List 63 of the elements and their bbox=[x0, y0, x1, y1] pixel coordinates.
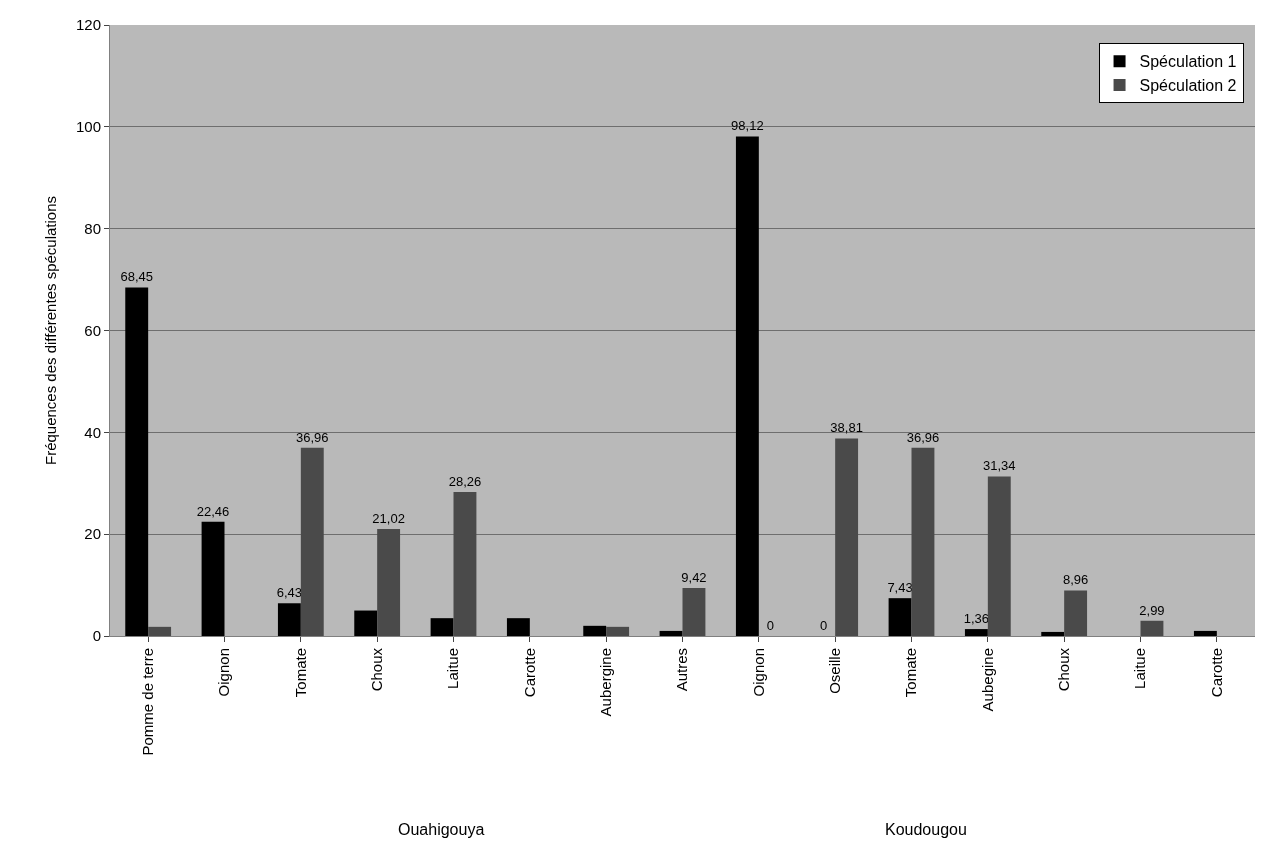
data-label: 7,43 bbox=[887, 580, 913, 596]
bar bbox=[987, 476, 1011, 636]
legend-label: Spéculation 2 bbox=[1139, 77, 1237, 95]
y-tick-label: 100 bbox=[75, 118, 101, 136]
bar bbox=[735, 136, 759, 636]
data-label: 22,46 bbox=[196, 503, 230, 519]
bar bbox=[125, 287, 149, 636]
x-tick-label: Carotte bbox=[520, 648, 538, 698]
text: Koudougou bbox=[885, 821, 967, 838]
bar bbox=[1140, 620, 1164, 636]
x-tick-label: Choux bbox=[1055, 647, 1073, 692]
data-label: 2,99 bbox=[1139, 602, 1165, 618]
bar bbox=[277, 603, 301, 636]
bar bbox=[354, 610, 378, 636]
y-axis-title: Fréquences des différentes spéculations bbox=[42, 195, 60, 466]
bar bbox=[888, 598, 912, 636]
y-tick-label: 120 bbox=[75, 16, 101, 34]
x-tick-label: Laitue bbox=[1131, 648, 1149, 689]
x-tick-label: Choux bbox=[368, 647, 386, 692]
x-tick-label: Carotte bbox=[1207, 648, 1225, 698]
y-tick-label: 0 bbox=[92, 627, 101, 645]
data-label: 0 bbox=[766, 618, 774, 633]
x-tick-label: Oignon bbox=[749, 648, 767, 697]
bar bbox=[1041, 631, 1065, 636]
data-label: 0 bbox=[820, 618, 828, 633]
data-label: 36,96 bbox=[296, 429, 329, 445]
x-tick-label: Autres bbox=[673, 648, 691, 692]
bar bbox=[300, 447, 324, 636]
bar bbox=[430, 618, 454, 636]
y-tick-label: 60 bbox=[84, 321, 101, 339]
x-tick-label: Pomme de terre bbox=[139, 648, 157, 756]
data-label: 38,81 bbox=[830, 420, 863, 436]
y-tick-label: 20 bbox=[84, 525, 101, 543]
bar bbox=[682, 588, 706, 636]
bar bbox=[911, 447, 935, 636]
data-label: 1,36 bbox=[963, 611, 990, 627]
bar bbox=[1193, 630, 1217, 636]
x-tick-label: Oseille bbox=[826, 648, 844, 694]
y-tick-label: 80 bbox=[84, 219, 101, 237]
bar bbox=[201, 521, 225, 636]
data-label: 31,34 bbox=[983, 458, 1016, 474]
x-tick-label: Tomate bbox=[902, 648, 920, 698]
x-tick-label: Tomate bbox=[291, 648, 309, 698]
data-label: 6,43 bbox=[276, 585, 303, 601]
bar bbox=[583, 625, 607, 636]
x-tick-label: Laitue bbox=[444, 648, 462, 689]
legend-label: Spéculation 1 bbox=[1139, 53, 1237, 71]
data-label: 9,42 bbox=[681, 570, 707, 586]
x-tick-label: Aubergine bbox=[597, 648, 615, 717]
data-label: 36,96 bbox=[906, 429, 940, 445]
data-label: 68,45 bbox=[120, 269, 153, 285]
data-label: 8,96 bbox=[1062, 572, 1089, 588]
y-tick-label: 40 bbox=[84, 423, 101, 441]
data-label: 21,02 bbox=[372, 510, 405, 526]
text: Ouahigouya bbox=[398, 821, 485, 838]
bar bbox=[964, 629, 988, 636]
bar bbox=[453, 492, 477, 636]
bar bbox=[506, 618, 530, 636]
data-label: 98,12 bbox=[731, 118, 764, 134]
x-tick-label: Oignon bbox=[215, 648, 233, 697]
bar bbox=[659, 630, 683, 636]
x-tick-label: Aubegine bbox=[978, 648, 996, 712]
data-label: 28,26 bbox=[448, 474, 482, 490]
